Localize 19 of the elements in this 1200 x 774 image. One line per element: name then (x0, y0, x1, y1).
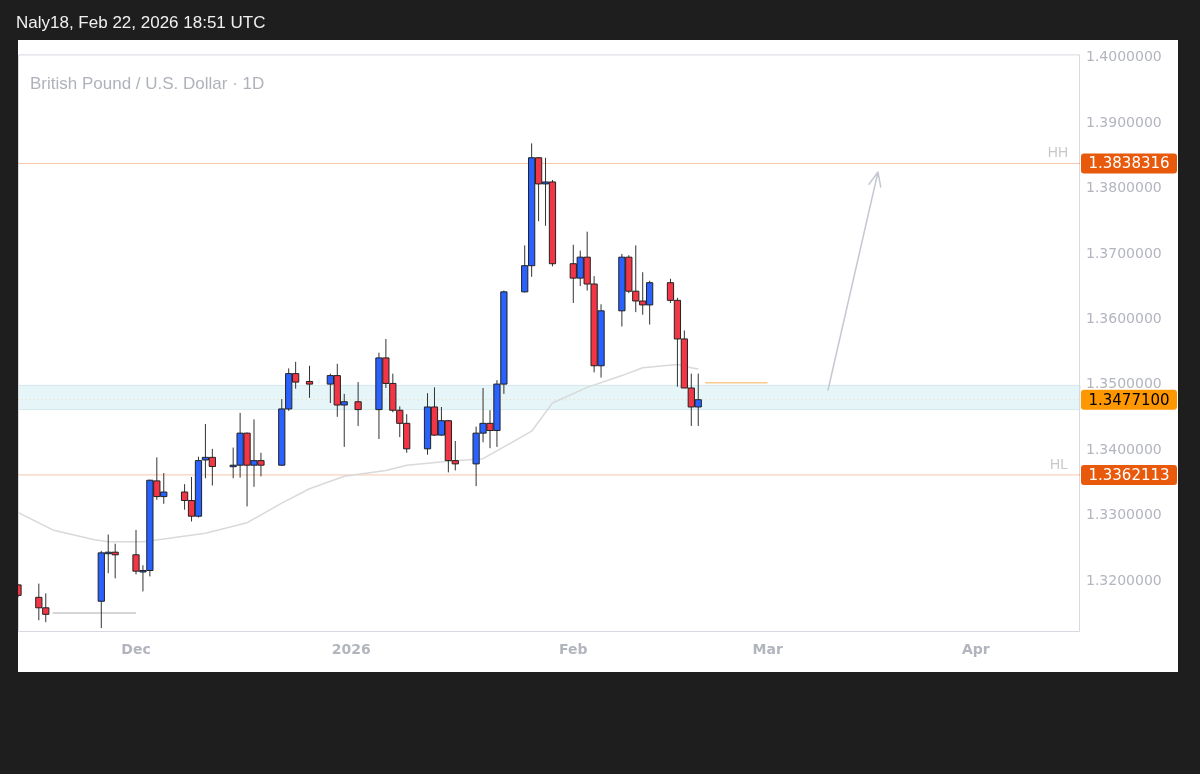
y-tick-label: 1.3700000 (1086, 244, 1162, 261)
y-tick-label: 1.3500000 (1086, 375, 1162, 392)
y-tick-label: 1.3900000 (1086, 113, 1162, 130)
ref-line-label: 1.3362113 (1088, 465, 1170, 484)
x-tick-label: 2026 (331, 641, 371, 658)
y-tick-label: 1.4000000 (1086, 48, 1162, 65)
ref-line-label: 1.3477100 (1088, 390, 1170, 409)
y-tick-label: 1.3800000 (1086, 179, 1162, 196)
y-tick-label: 1.3600000 (1086, 309, 1162, 326)
ref-line-label: 1.3838316 (1088, 154, 1170, 173)
x-tick-label: Dec (121, 641, 151, 658)
y-tick-label: 1.3300000 (1086, 506, 1162, 523)
y-tick-label: 1.3200000 (1086, 571, 1162, 588)
y-tick-label: 1.3400000 (1086, 440, 1162, 457)
x-tick-label: Apr (962, 641, 990, 658)
x-tick-label: Mar (752, 641, 783, 658)
text: British Pound / U.S. Dollar · 1D (30, 74, 265, 94)
x-tick-label: Feb (559, 641, 588, 658)
chart-subtitle: Naly18, Feb 22, 2026 18:51 UTC (16, 13, 266, 33)
